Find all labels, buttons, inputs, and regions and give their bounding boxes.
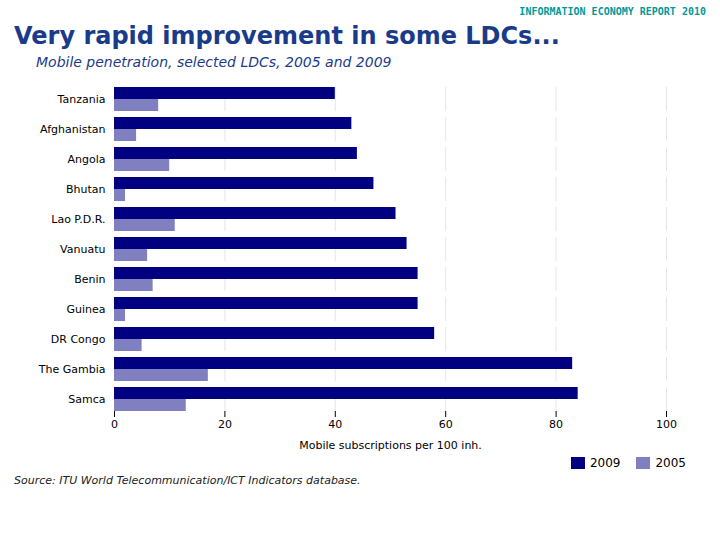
svg-text:Benin: Benin	[74, 273, 105, 286]
svg-text:100: 100	[656, 418, 677, 431]
svg-text:Lao P.D.R.: Lao P.D.R.	[51, 213, 105, 226]
svg-text:Angola: Angola	[67, 153, 105, 166]
html-text:Source: ITU World Telecommunic: Source: ITU World Telecommunication/ICT …	[14, 474, 361, 487]
html-text:Very rapid improvement in some: Very rapid improvement in some LDCs...	[14, 22, 560, 50]
svg-text:Mobile subscriptions per 100 i: Mobile subscriptions per 100 inh.	[299, 439, 482, 452]
svg-text:Tanzania: Tanzania	[57, 93, 106, 106]
svg-text:Samca: Samca	[68, 393, 105, 406]
svg-text:Afghanistan: Afghanistan	[40, 123, 106, 136]
svg-text:Guinea: Guinea	[66, 303, 105, 316]
svg-text:0: 0	[111, 418, 118, 431]
svg-text:20: 20	[218, 418, 232, 431]
svg-text:60: 60	[439, 418, 453, 431]
html-text:2005: 2005	[655, 456, 686, 470]
svg-text:DR Congo: DR Congo	[51, 333, 106, 346]
html-text:INFORMATION ECONOMY REPORT 201: INFORMATION ECONOMY REPORT 2010	[519, 6, 706, 17]
svg-text:Bhutan: Bhutan	[66, 183, 106, 196]
svg-text:Vanuatu: Vanuatu	[60, 243, 105, 256]
html-text:Mobile penetration, selected L: Mobile penetration, selected LDCs, 2005 …	[36, 54, 392, 70]
svg-text:The Gambia: The Gambia	[38, 363, 106, 376]
html-text:2009: 2009	[589, 456, 621, 470]
svg-text:80: 80	[549, 418, 563, 431]
svg-text:40: 40	[328, 418, 342, 431]
